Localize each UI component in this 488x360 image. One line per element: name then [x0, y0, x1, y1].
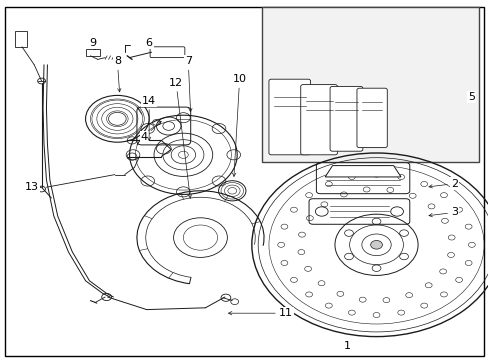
- Bar: [85, 49, 100, 56]
- Bar: [261, 7, 478, 162]
- Text: 4: 4: [141, 121, 161, 142]
- Text: 12: 12: [169, 78, 191, 198]
- Text: 10: 10: [232, 74, 246, 176]
- Text: 7: 7: [184, 56, 192, 112]
- FancyBboxPatch shape: [329, 86, 362, 151]
- Text: 13: 13: [25, 182, 41, 192]
- FancyBboxPatch shape: [137, 107, 190, 145]
- Text: 5: 5: [468, 92, 474, 102]
- FancyBboxPatch shape: [356, 88, 386, 148]
- Text: 9: 9: [89, 38, 96, 50]
- Text: 14: 14: [142, 96, 156, 140]
- Text: 1: 1: [343, 341, 350, 351]
- FancyBboxPatch shape: [308, 199, 409, 224]
- Text: 8: 8: [114, 56, 121, 92]
- FancyBboxPatch shape: [300, 85, 337, 155]
- Bar: [15, 31, 27, 47]
- FancyBboxPatch shape: [150, 47, 184, 58]
- Polygon shape: [325, 166, 400, 177]
- Circle shape: [370, 240, 382, 249]
- Text: 2: 2: [428, 179, 457, 189]
- Text: 3: 3: [428, 207, 457, 217]
- Text: 11: 11: [228, 308, 292, 318]
- Text: 6: 6: [145, 38, 152, 48]
- FancyBboxPatch shape: [316, 163, 409, 194]
- FancyBboxPatch shape: [268, 79, 310, 155]
